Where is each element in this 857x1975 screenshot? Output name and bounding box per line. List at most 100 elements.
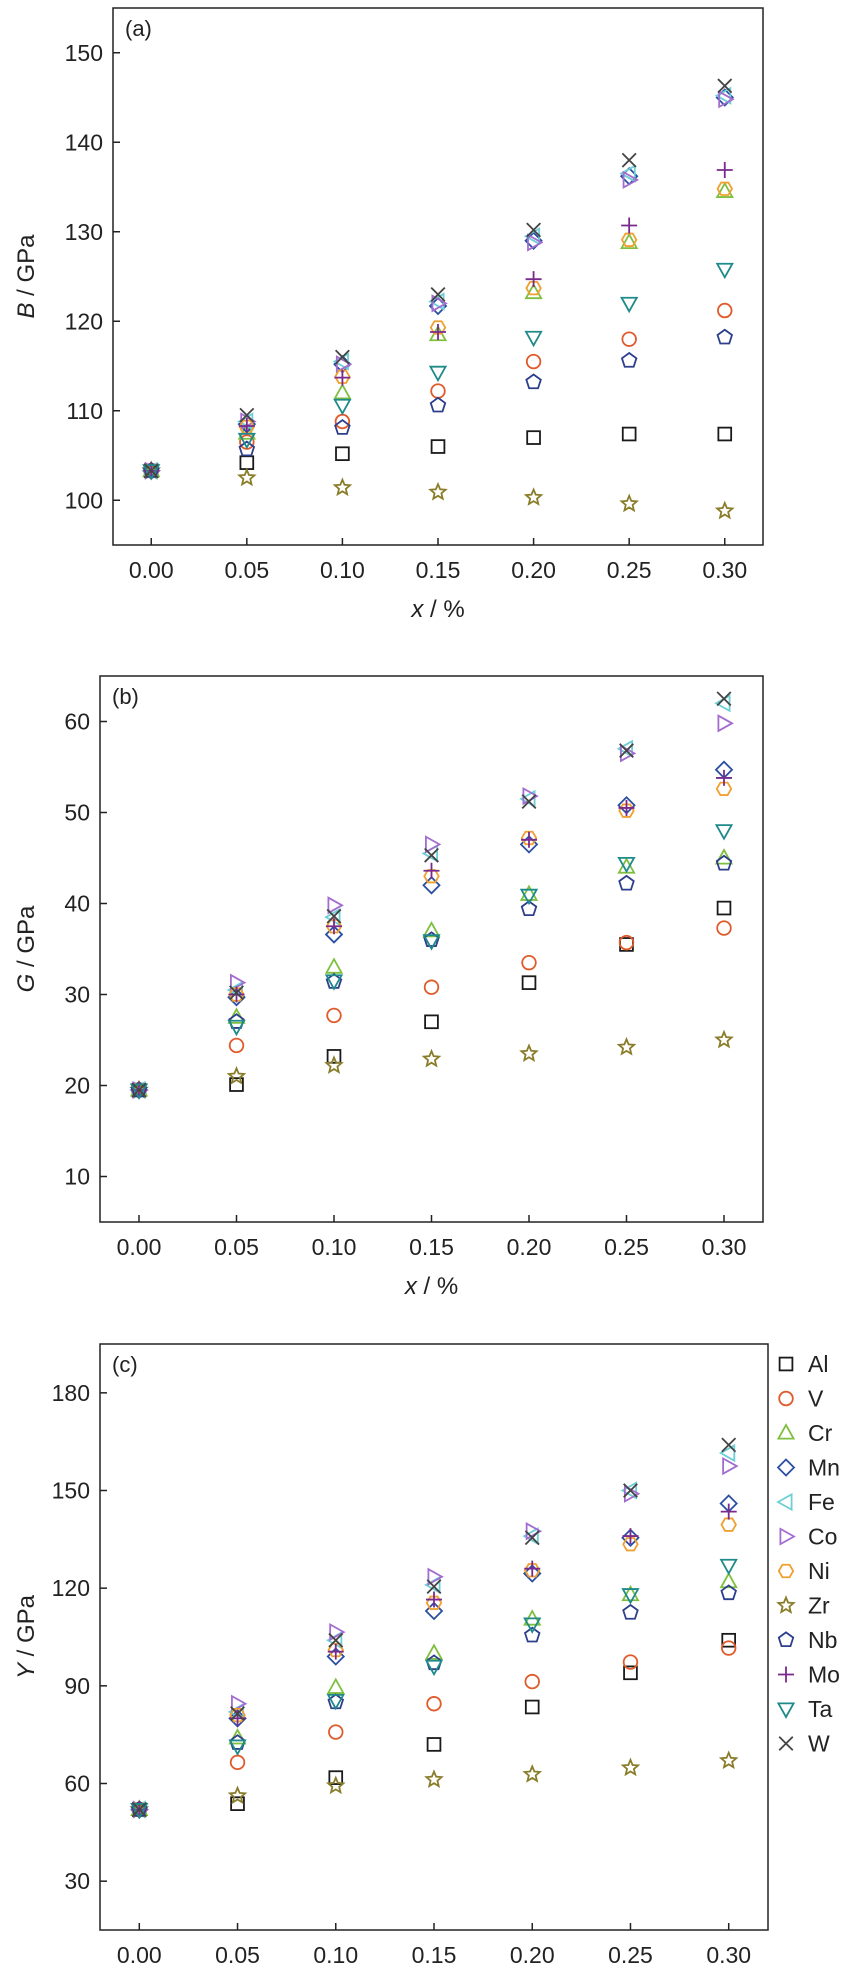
series-v [131, 1640, 737, 1818]
data-point-w [131, 1082, 147, 1098]
data-point-al [326, 1049, 342, 1064]
panel-a: 100 110 120 130 140 150 0.00 0.05 0.10 0.15 0.20 0.… [13, 7, 764, 623]
data-point-v [229, 1754, 246, 1771]
data-point-cr [719, 1571, 738, 1589]
legend-label: V [808, 1386, 824, 1412]
data-point-v [334, 413, 351, 430]
y-tick-label: 140 [65, 129, 103, 155]
data-point-zr [324, 1055, 344, 1074]
data-point-nb [525, 373, 542, 390]
panel-label: (b) [112, 684, 139, 709]
data-point-ta [617, 856, 636, 874]
data-point-v [423, 979, 440, 995]
data-point-v [618, 934, 635, 951]
data-point-w [239, 407, 255, 423]
data-point-cr [424, 1643, 444, 1660]
series-ta [129, 824, 734, 1100]
data-point-v [326, 1007, 342, 1024]
x-tick-label: 0.00 [117, 1234, 162, 1260]
series-w [131, 691, 732, 1098]
series-ta [130, 1558, 738, 1820]
data-point-al [426, 1737, 442, 1752]
series-w [143, 78, 733, 479]
y-tick-label: 100 [65, 487, 103, 513]
data-point-w [229, 985, 244, 1001]
data-point-v [521, 954, 537, 971]
y-tick-label: 130 [65, 219, 103, 245]
data-point-cr [422, 920, 441, 938]
data-point-ta [228, 1739, 247, 1756]
data-point-ni [520, 830, 538, 846]
data-point-mo [524, 1560, 541, 1577]
data-point-ta [719, 1558, 738, 1576]
data-point-ta [326, 1693, 345, 1711]
data-point-co [622, 170, 640, 189]
y-tick-label: 120 [65, 308, 103, 334]
legend-label: Mo [808, 1662, 840, 1688]
data-point-zr [428, 481, 448, 501]
y-tick-label: 150 [65, 40, 103, 66]
data-point-al [524, 1699, 540, 1715]
data-point-cr [524, 282, 543, 300]
data-point-ni [523, 1563, 541, 1578]
data-point-nb [715, 854, 733, 871]
legend-item-fe: Fe [776, 1489, 835, 1515]
series-al [143, 426, 733, 479]
data-point-ta [714, 824, 734, 841]
data-point-fe [619, 164, 636, 183]
data-point-mo [622, 1528, 639, 1545]
data-point-co [231, 1694, 248, 1713]
y-tick-label: 110 [66, 398, 103, 424]
legend-marker-nb [777, 1631, 795, 1648]
series-mn [141, 88, 735, 480]
y-tick-label: 60 [64, 709, 90, 735]
y-tick-label: 120 [52, 1575, 90, 1601]
data-point-ni [618, 803, 635, 818]
data-point-nb [523, 1626, 541, 1643]
legend-marker-fe [776, 1492, 793, 1512]
plot-frame [99, 1343, 769, 1931]
data-point-cr [324, 957, 344, 974]
data-point-co [424, 835, 442, 854]
data-point-mo [327, 1643, 344, 1660]
data-point-mo [228, 986, 245, 1003]
data-point-zr [523, 487, 544, 506]
x-tick-label: 0.25 [608, 1942, 653, 1968]
data-point-zr [424, 1769, 444, 1788]
x-tick-label: 0.30 [706, 1942, 751, 1968]
series-cr [129, 848, 734, 1097]
x-tick-label: 0.25 [607, 557, 652, 583]
series-mo [143, 161, 733, 479]
data-point-w [143, 463, 159, 479]
data-point-mo [716, 161, 733, 178]
data-point-nb [520, 900, 538, 917]
x-tick-label: 0.20 [510, 1942, 555, 1968]
data-point-mo [716, 769, 732, 786]
data-point-ta [422, 934, 441, 951]
series-zr [129, 1750, 739, 1818]
data-point-ta [424, 1659, 444, 1677]
x-tick-label: 0.15 [412, 1942, 457, 1968]
y-axis-label: G / GPa [13, 905, 40, 992]
series-mn [129, 760, 734, 1100]
data-point-nb [622, 1603, 639, 1620]
legend-item-v: V [778, 1386, 824, 1412]
legend-label: Ni [808, 1558, 830, 1584]
data-point-w [430, 286, 446, 302]
data-point-ni [622, 1537, 639, 1552]
series-fe [141, 86, 732, 480]
data-point-w [621, 152, 637, 168]
legend-item-w: W [778, 1731, 830, 1757]
data-point-zr [325, 1775, 346, 1795]
data-point-v [430, 383, 446, 399]
data-point-v [717, 302, 733, 319]
series-ta [142, 262, 734, 481]
series-nb [130, 854, 733, 1098]
series-fe [129, 694, 731, 1100]
data-point-w [526, 222, 542, 238]
series-co [132, 1456, 739, 1819]
legend-marker-ta [776, 1702, 796, 1719]
data-point-ta [523, 1617, 542, 1634]
x-tick-label: 0.05 [224, 557, 269, 583]
data-point-zr [714, 1029, 734, 1049]
